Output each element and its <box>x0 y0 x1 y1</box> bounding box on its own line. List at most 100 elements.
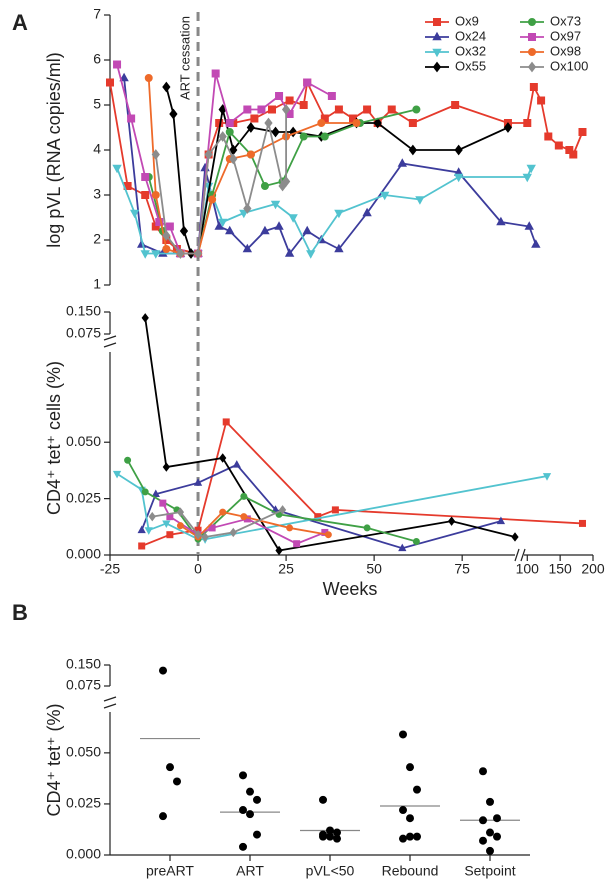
marker <box>293 540 301 548</box>
marker <box>151 489 160 497</box>
marker <box>129 209 140 219</box>
marker <box>432 31 442 41</box>
dot <box>479 836 487 845</box>
dot <box>333 834 341 843</box>
series-line <box>144 317 516 552</box>
marker <box>334 243 344 253</box>
dot <box>239 771 247 780</box>
marker <box>528 18 536 26</box>
marker <box>453 173 464 183</box>
dot <box>406 814 414 823</box>
y-tick-label: 0.025 <box>66 489 101 505</box>
marker <box>397 158 407 167</box>
marker <box>578 128 587 136</box>
marker <box>148 511 156 522</box>
marker <box>412 537 420 545</box>
marker <box>285 96 294 105</box>
y-tick-label: 0.050 <box>66 433 101 449</box>
marker <box>306 250 316 259</box>
series-line <box>165 86 509 255</box>
marker <box>380 191 390 201</box>
marker <box>288 214 298 223</box>
dot <box>246 810 254 819</box>
marker <box>218 131 227 142</box>
marker <box>299 101 308 109</box>
dot <box>319 832 327 841</box>
marker <box>544 132 553 141</box>
marker <box>151 191 160 199</box>
y-tick-label: 0.075 <box>66 677 101 693</box>
dot <box>486 846 494 855</box>
marker <box>257 105 266 114</box>
marker <box>268 105 276 114</box>
dot <box>239 842 247 851</box>
panel-label: A <box>12 10 28 35</box>
marker <box>528 48 536 56</box>
marker <box>275 92 284 100</box>
marker <box>240 513 248 521</box>
y-axis-label: CD4⁺ tet⁺ cells (%) <box>44 361 64 515</box>
marker <box>106 78 114 87</box>
y-tick-label: 0.025 <box>66 795 101 811</box>
x-tick-label: -25 <box>100 561 120 577</box>
marker <box>278 505 287 515</box>
dot <box>239 806 247 815</box>
marker <box>271 126 280 138</box>
series-line <box>126 459 417 543</box>
marker <box>578 519 586 527</box>
y-tick-label: 1 <box>93 276 101 292</box>
marker <box>246 150 255 159</box>
marker <box>137 525 146 534</box>
marker <box>151 149 160 160</box>
y-tick-label: 0.150 <box>66 656 101 672</box>
marker <box>529 83 538 91</box>
axis-breaks <box>103 335 526 709</box>
marker <box>162 462 170 472</box>
y-tick-label: 0.000 <box>66 846 101 862</box>
legend-label: Ox73 <box>550 13 581 28</box>
x-tick-label: 75 <box>454 561 470 577</box>
marker <box>451 101 460 109</box>
marker <box>232 460 241 468</box>
y-tick-label: 5 <box>93 96 101 112</box>
marker <box>218 218 228 228</box>
y-tick-label: 3 <box>93 186 101 202</box>
marker <box>141 313 149 323</box>
marker <box>225 225 235 235</box>
dot <box>479 767 487 776</box>
marker <box>119 72 129 82</box>
marker <box>362 207 372 217</box>
y-tick-label: 2 <box>93 231 101 247</box>
dot <box>413 832 421 841</box>
y-tick-label: 0.050 <box>66 744 101 760</box>
dot <box>246 787 254 796</box>
marker <box>222 418 230 426</box>
series-line <box>109 79 584 255</box>
marker <box>554 141 563 150</box>
marker <box>194 529 202 540</box>
x-tick-label: ART <box>236 863 264 879</box>
marker <box>373 117 382 129</box>
marker <box>537 96 546 105</box>
dot <box>326 826 334 835</box>
marker <box>334 209 344 219</box>
marker <box>324 531 332 539</box>
marker <box>162 245 171 253</box>
marker <box>127 114 136 123</box>
marker <box>408 144 418 156</box>
marker <box>433 18 441 26</box>
marker <box>363 524 371 532</box>
y-tick-label: 0.075 <box>66 325 101 341</box>
dot <box>166 763 174 772</box>
marker <box>274 221 284 230</box>
marker <box>264 117 273 129</box>
dot <box>159 666 167 675</box>
marker <box>527 61 537 73</box>
marker <box>270 200 281 210</box>
marker <box>138 542 146 550</box>
marker <box>432 48 442 58</box>
legend-label: Ox100 <box>550 58 588 73</box>
marker <box>303 78 312 87</box>
x-tick-label: 25 <box>278 561 294 577</box>
x-axis-label: Weeks <box>323 579 378 599</box>
